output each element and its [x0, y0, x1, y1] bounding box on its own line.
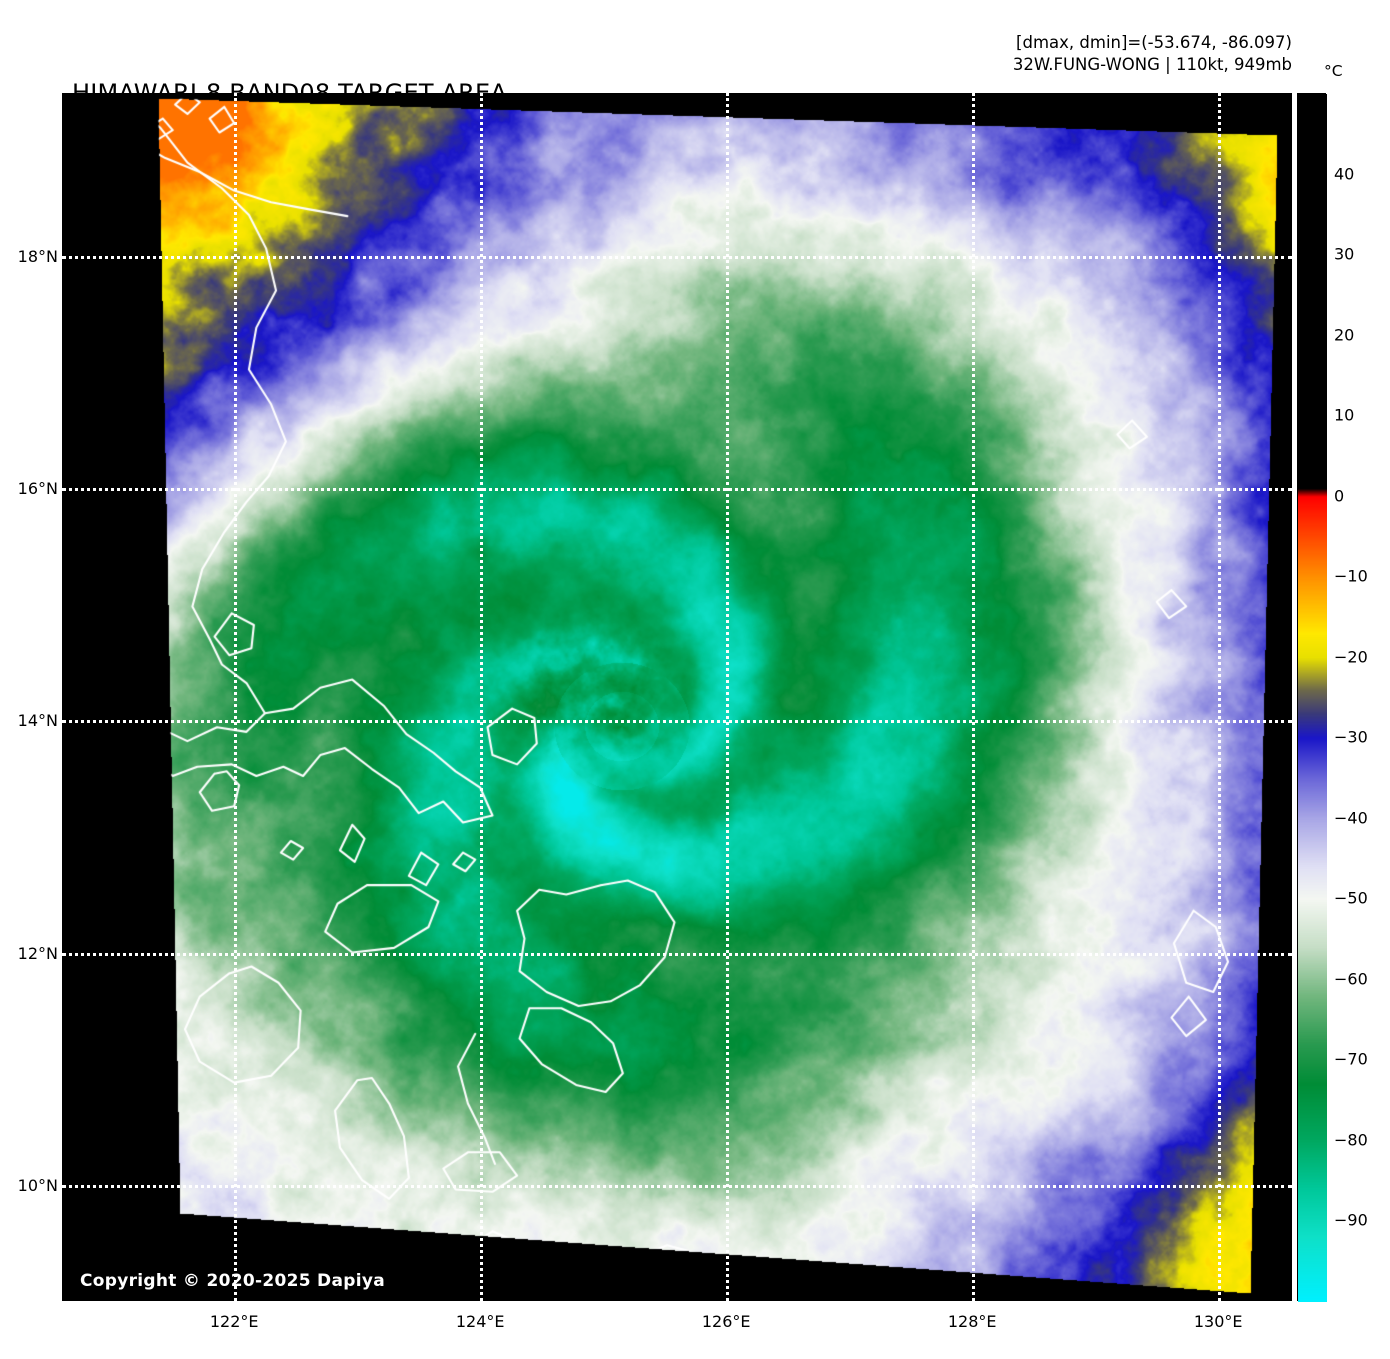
satellite-image-panel: Copyright © 2020-2025 Dapiya [62, 93, 1292, 1301]
colorbar-unit-label: °C [1324, 62, 1343, 80]
colorbar-tick-minus50: −50 [1334, 888, 1368, 908]
storm-info-label: 32W.FUNG-WONG | 110kt, 949mb [1012, 55, 1292, 74]
x-tick-126: 126°E [701, 1312, 751, 1331]
gridline-horizontal [62, 720, 1292, 724]
copyright-label: Copyright © 2020-2025 Dapiya [80, 1271, 385, 1291]
colorbar-tick-minus90: −90 [1334, 1210, 1368, 1230]
gridline-vertical [726, 93, 730, 1301]
x-tick-128: 128°E [947, 1312, 997, 1331]
colorbar-tick-20: 20 [1334, 325, 1355, 345]
colorbar-tick-minus80: −80 [1334, 1130, 1368, 1150]
colorbar [1297, 93, 1327, 1302]
gridline-horizontal [62, 255, 1292, 259]
data-range-label: [dmax, dmin]=(-53.674, -86.097) [1016, 33, 1292, 52]
colorbar-tick-minus30: −30 [1334, 727, 1368, 747]
gridline-horizontal [62, 1184, 1292, 1188]
colorbar-tick-minus10: −10 [1334, 566, 1368, 586]
y-tick-14: 14°N [17, 711, 58, 731]
gridline-vertical [480, 93, 484, 1301]
header-right: [dmax, dmin]=(-53.674, -86.097) 32W.FUNG… [1013, 32, 1292, 76]
y-tick-10: 10°N [17, 1175, 58, 1195]
colorbar-tick-0: 0 [1334, 486, 1345, 506]
colorbar-tick-30: 30 [1334, 244, 1355, 264]
colorbar-tick-40: 40 [1334, 164, 1355, 184]
colorbar-tick-minus40: −40 [1334, 808, 1368, 828]
x-tick-124: 124°E [455, 1312, 505, 1331]
gridline-horizontal [62, 952, 1292, 956]
y-tick-12: 12°N [17, 943, 58, 963]
x-tick-122: 122°E [209, 1312, 259, 1331]
colorbar-tick-10: 10 [1334, 405, 1355, 425]
gridline-horizontal [62, 487, 1292, 491]
x-tick-130: 130°E [1193, 1312, 1243, 1331]
colorbar-tick-minus70: −70 [1334, 1049, 1368, 1069]
colorbar-tick-minus20: −20 [1334, 647, 1368, 667]
colorbar-gradient [1298, 94, 1327, 1302]
y-tick-18: 18°N [17, 246, 58, 266]
gridline-vertical [972, 93, 976, 1301]
colorbar-tick-minus60: −60 [1334, 969, 1368, 989]
y-tick-16: 16°N [17, 478, 58, 498]
gridline-vertical [1218, 93, 1222, 1301]
gridline-vertical [234, 93, 238, 1301]
satellite-imagery-canvas [62, 93, 1292, 1301]
